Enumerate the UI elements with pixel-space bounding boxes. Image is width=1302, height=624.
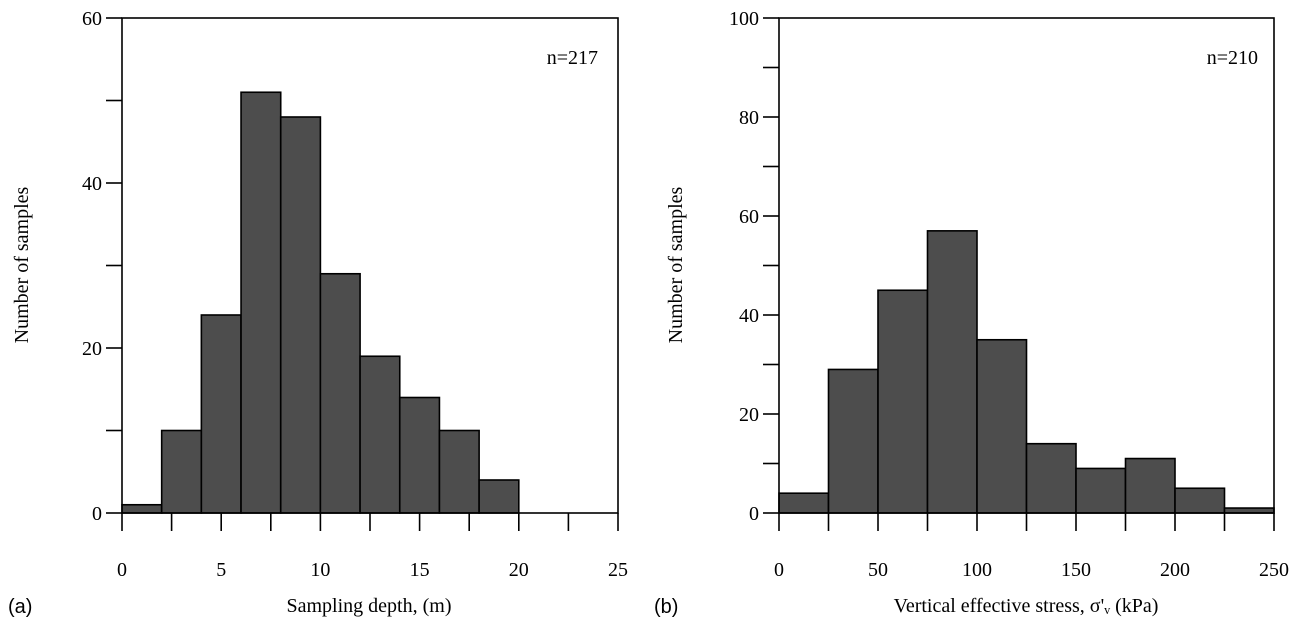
x-tick-label-a: 5 <box>216 559 226 581</box>
x-tick-label-b: 0 <box>774 559 784 581</box>
histogram-bar-b-0 <box>778 492 830 514</box>
sample-count-annotation-b: n=210 <box>1207 47 1258 69</box>
histogram-bar-b-3 <box>926 230 978 514</box>
histogram-bar-a-7 <box>398 396 441 514</box>
histogram-bar-b-6 <box>1075 467 1127 514</box>
histogram-bar-a-1 <box>160 429 203 514</box>
histogram-bar-a-9 <box>478 479 520 514</box>
y-axis-title-a: Number of samples <box>11 186 33 343</box>
x-tick-label-b: 250 <box>1259 559 1289 581</box>
x-tick-label-a: 0 <box>117 559 127 581</box>
x-axis-title-a: Sampling depth, (m) <box>287 595 452 617</box>
x-tick-label-b: 150 <box>1061 559 1091 581</box>
histogram-bar-b-7 <box>1124 457 1176 514</box>
histogram-bar-a-2 <box>200 314 242 514</box>
y-axis-title-b: Number of samples <box>665 186 687 343</box>
panel-label-b: (b) <box>654 596 678 618</box>
y-tick-label-a: 20 <box>82 338 102 360</box>
y-tick-label-a: 40 <box>82 173 102 195</box>
histogram-bar-a-3 <box>240 91 282 514</box>
histogram-bar-b-2 <box>877 289 929 514</box>
x-tick-label-a: 10 <box>310 559 330 581</box>
histogram-bar-a-5 <box>319 272 361 514</box>
x-tick-label-a: 25 <box>608 559 628 581</box>
y-tick-label-b: 40 <box>739 305 759 327</box>
panel-label-a: (a) <box>8 596 32 618</box>
x-tick-label-a: 15 <box>410 559 430 581</box>
panel-a-depth-histogram: (a) n=217 Sampling depth, (m) Number of … <box>8 8 628 618</box>
y-tick-label-b: 60 <box>739 206 759 228</box>
y-tick-label-b: 20 <box>739 404 759 426</box>
y-tick-label-a: 60 <box>82 8 102 30</box>
y-tick-label-a: 0 <box>92 503 102 525</box>
histogram-bar-a-0 <box>121 503 163 514</box>
histogram-bar-a-4 <box>279 116 322 514</box>
histogram-bar-b-8 <box>1174 487 1226 514</box>
x-axis-title-b: Vertical effective stress, σ'ᵥ (kPa) <box>894 595 1159 617</box>
histogram-bar-a-8 <box>438 429 480 514</box>
histogram-bar-b-5 <box>1025 442 1077 514</box>
x-tick-label-a: 20 <box>509 559 529 581</box>
y-tick-label-b: 0 <box>749 503 759 525</box>
histogram-bar-a-6 <box>359 355 401 514</box>
sample-count-annotation-a: n=217 <box>547 47 598 69</box>
x-tick-label-b: 50 <box>868 559 888 581</box>
x-tick-label-b: 200 <box>1160 559 1190 581</box>
histogram-bar-b-1 <box>827 368 879 514</box>
histogram-bar-b-4 <box>976 338 1028 514</box>
y-tick-label-b: 80 <box>739 107 759 129</box>
y-tick-label-b: 100 <box>729 8 759 30</box>
panel-b-stress-histogram: (b) n=210 Vertical effective stress, σ'ᵥ… <box>654 8 1289 618</box>
x-tick-label-b: 100 <box>962 559 992 581</box>
